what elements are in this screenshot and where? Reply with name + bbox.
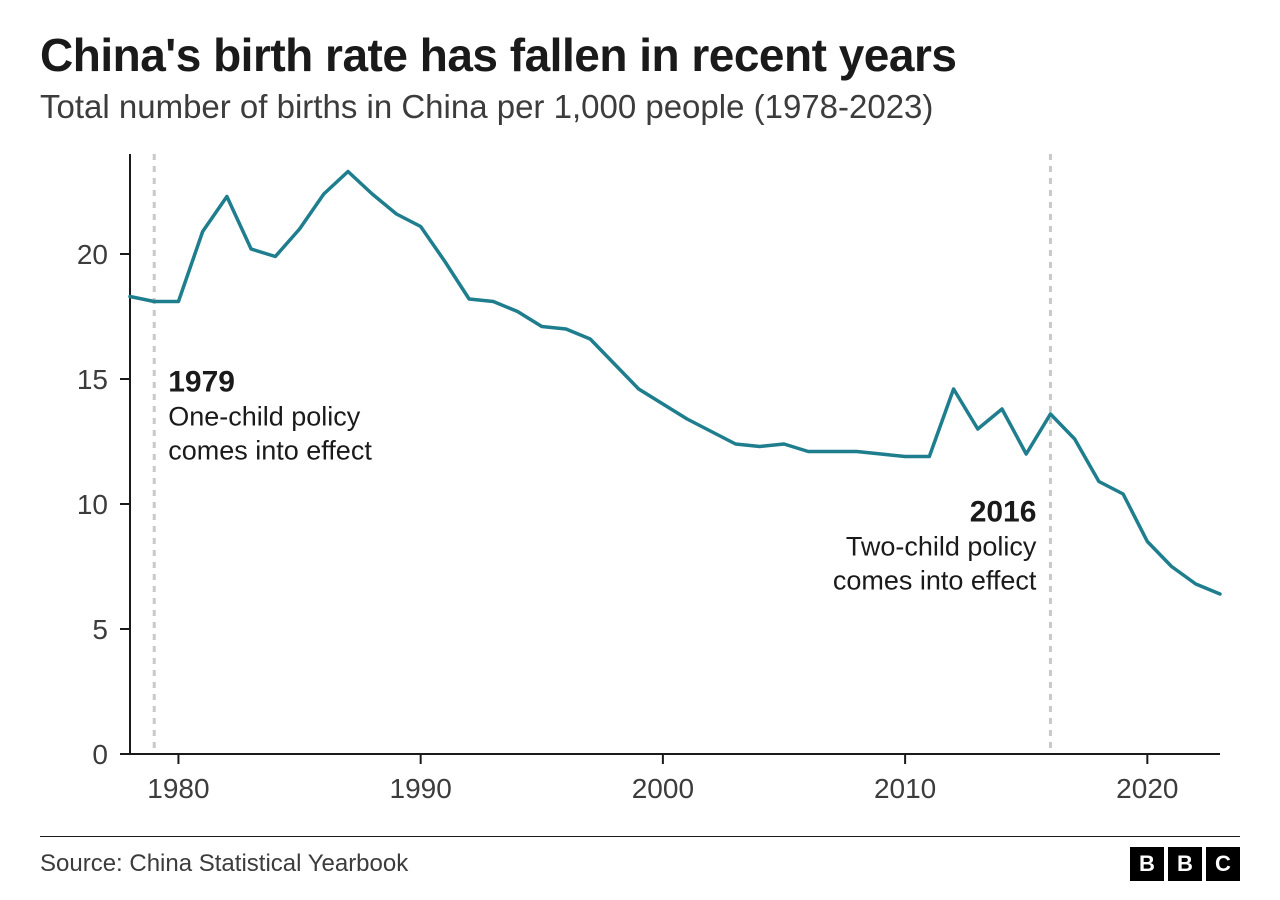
chart-card: China's birth rate has fallen in recent … <box>0 0 1280 900</box>
x-tick-label: 1990 <box>390 773 452 804</box>
x-tick-label: 2020 <box>1116 773 1178 804</box>
chart-area: 0 5 10 15 20 1980 1990 2000 2010 2020 1979One-chil… <box>40 144 1240 824</box>
annotation-year: 1979 <box>168 366 235 399</box>
line-chart-svg: 0 5 10 15 20 1980 1990 2000 2010 2020 1979One-chil… <box>40 144 1240 824</box>
y-tick-label: 5 <box>92 614 108 645</box>
bbc-logo-block: C <box>1206 847 1240 881</box>
y-tick-label: 20 <box>77 239 108 270</box>
y-tick-label: 0 <box>92 739 108 770</box>
x-tick-label: 2000 <box>632 773 694 804</box>
annotation-text: Two-child policy <box>846 532 1037 562</box>
chart-footer: Source: China Statistical Yearbook BBC <box>40 836 1240 881</box>
chart-subtitle: Total number of births in China per 1,00… <box>40 88 1240 126</box>
y-tick-label: 10 <box>77 489 108 520</box>
bbc-logo: BBC <box>1130 847 1240 881</box>
birth-rate-line <box>130 172 1220 595</box>
annotation-text: comes into effect <box>833 566 1037 596</box>
x-tick-label: 2010 <box>874 773 936 804</box>
x-tick-label: 1980 <box>147 773 209 804</box>
source-text: Source: China Statistical Yearbook <box>40 850 408 878</box>
annotation-text: comes into effect <box>168 436 372 466</box>
bbc-logo-block: B <box>1130 847 1164 881</box>
chart-title: China's birth rate has fallen in recent … <box>40 28 1240 82</box>
bbc-logo-block: B <box>1168 847 1202 881</box>
y-tick-label: 15 <box>77 364 108 395</box>
annotation-text: One-child policy <box>168 402 361 432</box>
annotation-year: 2016 <box>970 496 1037 529</box>
